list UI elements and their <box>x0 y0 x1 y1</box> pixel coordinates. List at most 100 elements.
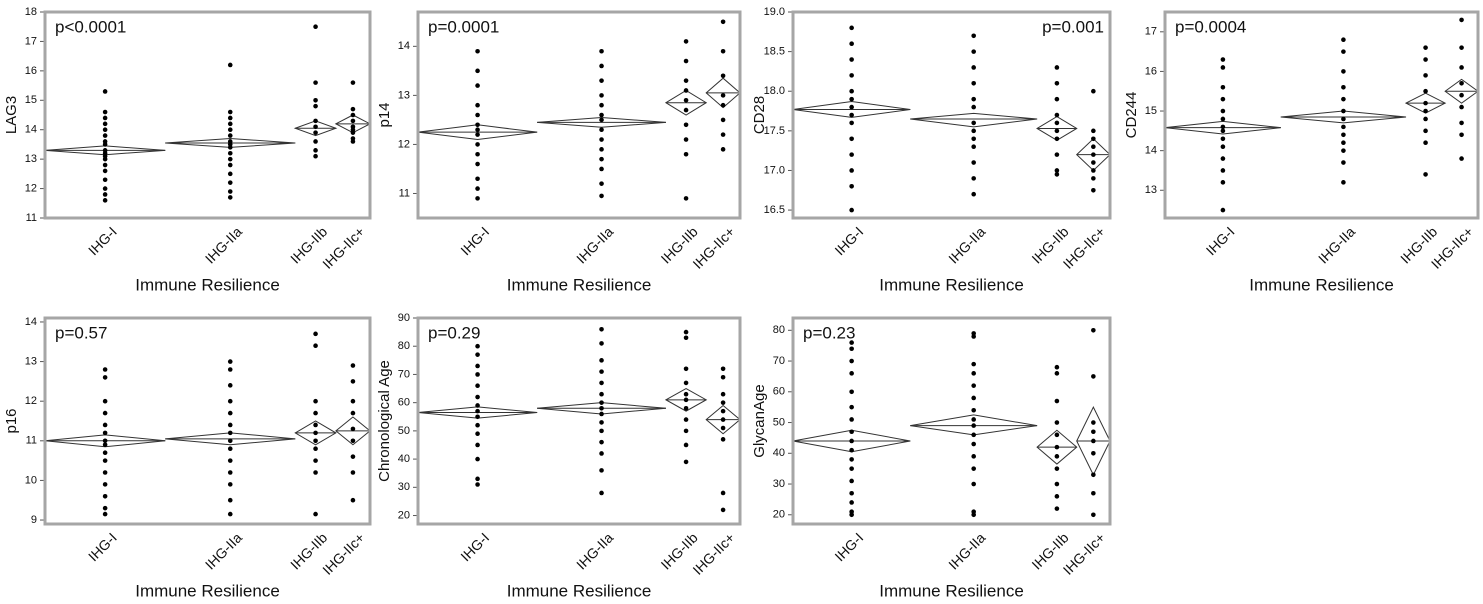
data-point <box>849 490 854 496</box>
y-tick-label: 14 <box>398 40 410 52</box>
data-point <box>720 19 726 25</box>
data-point <box>313 422 318 428</box>
data-point <box>849 404 854 410</box>
plot-frame <box>43 10 372 220</box>
data-point <box>1220 156 1226 161</box>
data-point <box>683 78 689 83</box>
data-point <box>1054 81 1060 86</box>
data-point <box>849 389 854 395</box>
data-point <box>849 417 854 422</box>
data-point <box>1459 156 1464 161</box>
data-point <box>683 151 689 157</box>
data-point <box>227 62 233 68</box>
data-point <box>849 112 854 118</box>
y-tick-label: 20 <box>398 509 410 521</box>
data-point <box>313 331 318 337</box>
data-point <box>599 181 604 186</box>
data-point <box>599 428 604 434</box>
data-point <box>971 144 976 149</box>
data-point <box>1054 96 1060 102</box>
data-point <box>1341 116 1346 122</box>
data-point <box>350 454 356 459</box>
data-point <box>849 457 854 462</box>
data-point <box>849 96 854 102</box>
data-point <box>227 109 233 115</box>
data-point <box>849 168 854 173</box>
data-point <box>475 394 480 400</box>
data-point <box>1054 168 1060 173</box>
data-point <box>1091 152 1096 157</box>
data-point <box>350 80 356 85</box>
data-point <box>849 207 854 213</box>
data-point <box>971 395 976 401</box>
data-point <box>599 147 604 152</box>
data-point <box>599 369 604 374</box>
y-tick-label: 14 <box>25 316 37 328</box>
y-tick-label: 19.0 <box>764 6 785 18</box>
data-point <box>971 334 976 339</box>
data-point <box>683 335 689 341</box>
x-tick-label: IHG-IIa <box>573 529 616 572</box>
data-point <box>849 340 854 345</box>
data-point <box>849 358 854 364</box>
y-tick-label: 20 <box>773 509 785 521</box>
data-point <box>1459 132 1464 138</box>
data-point <box>475 151 480 157</box>
data-point <box>849 136 854 142</box>
data-point <box>475 363 480 369</box>
data-point <box>1341 160 1346 165</box>
plot-frame <box>791 10 1112 220</box>
data-point <box>1054 120 1060 126</box>
data-point <box>849 478 854 484</box>
x-tick-label: IHG-I <box>1203 223 1238 258</box>
data-point <box>599 490 604 496</box>
data-point <box>227 470 233 475</box>
y-tick-label: 13 <box>398 89 410 101</box>
x-tick-label: IHG-I <box>457 529 492 564</box>
data-point <box>971 191 976 197</box>
y-tick-label: 11 <box>26 212 37 224</box>
p-value: p=0.23 <box>803 323 855 342</box>
data-point <box>599 358 604 363</box>
data-point <box>1341 180 1346 185</box>
data-point <box>1423 172 1428 177</box>
data-point <box>599 326 604 332</box>
p-value: p=0.0004 <box>1175 17 1246 36</box>
data-point <box>1054 65 1060 70</box>
data-point <box>683 380 689 386</box>
data-point <box>683 122 689 128</box>
data-point <box>849 500 854 505</box>
y-tick-label: 9 <box>31 514 37 526</box>
data-point <box>971 383 976 388</box>
data-point <box>313 410 318 416</box>
y-tick-label: 40 <box>398 453 410 465</box>
data-point <box>102 142 108 147</box>
y-tick-label: 14 <box>1145 145 1157 157</box>
data-point <box>720 102 726 108</box>
p-value: p=0.57 <box>55 323 107 342</box>
data-point <box>475 122 480 128</box>
data-point <box>350 130 356 135</box>
data-point <box>683 329 689 335</box>
data-point <box>475 414 480 420</box>
data-point <box>849 152 854 157</box>
data-point <box>1423 140 1428 146</box>
data-point <box>1091 176 1096 181</box>
x-tick-label: IHG-I <box>831 529 866 564</box>
data-point <box>720 147 726 152</box>
y-tick-label: 50 <box>773 416 785 428</box>
data-point <box>1220 168 1226 173</box>
data-point <box>1341 132 1346 138</box>
data-point <box>350 379 356 384</box>
data-point <box>1220 108 1226 114</box>
data-point <box>971 466 976 471</box>
data-point <box>1091 420 1096 425</box>
data-point <box>227 156 233 162</box>
y-tick-label: 12 <box>398 138 410 150</box>
data-point <box>1423 45 1428 50</box>
data-point <box>849 184 854 189</box>
y-axis-label: GlycanAge <box>751 384 768 457</box>
y-tick-label: 60 <box>398 397 410 409</box>
data-point <box>1220 65 1226 70</box>
